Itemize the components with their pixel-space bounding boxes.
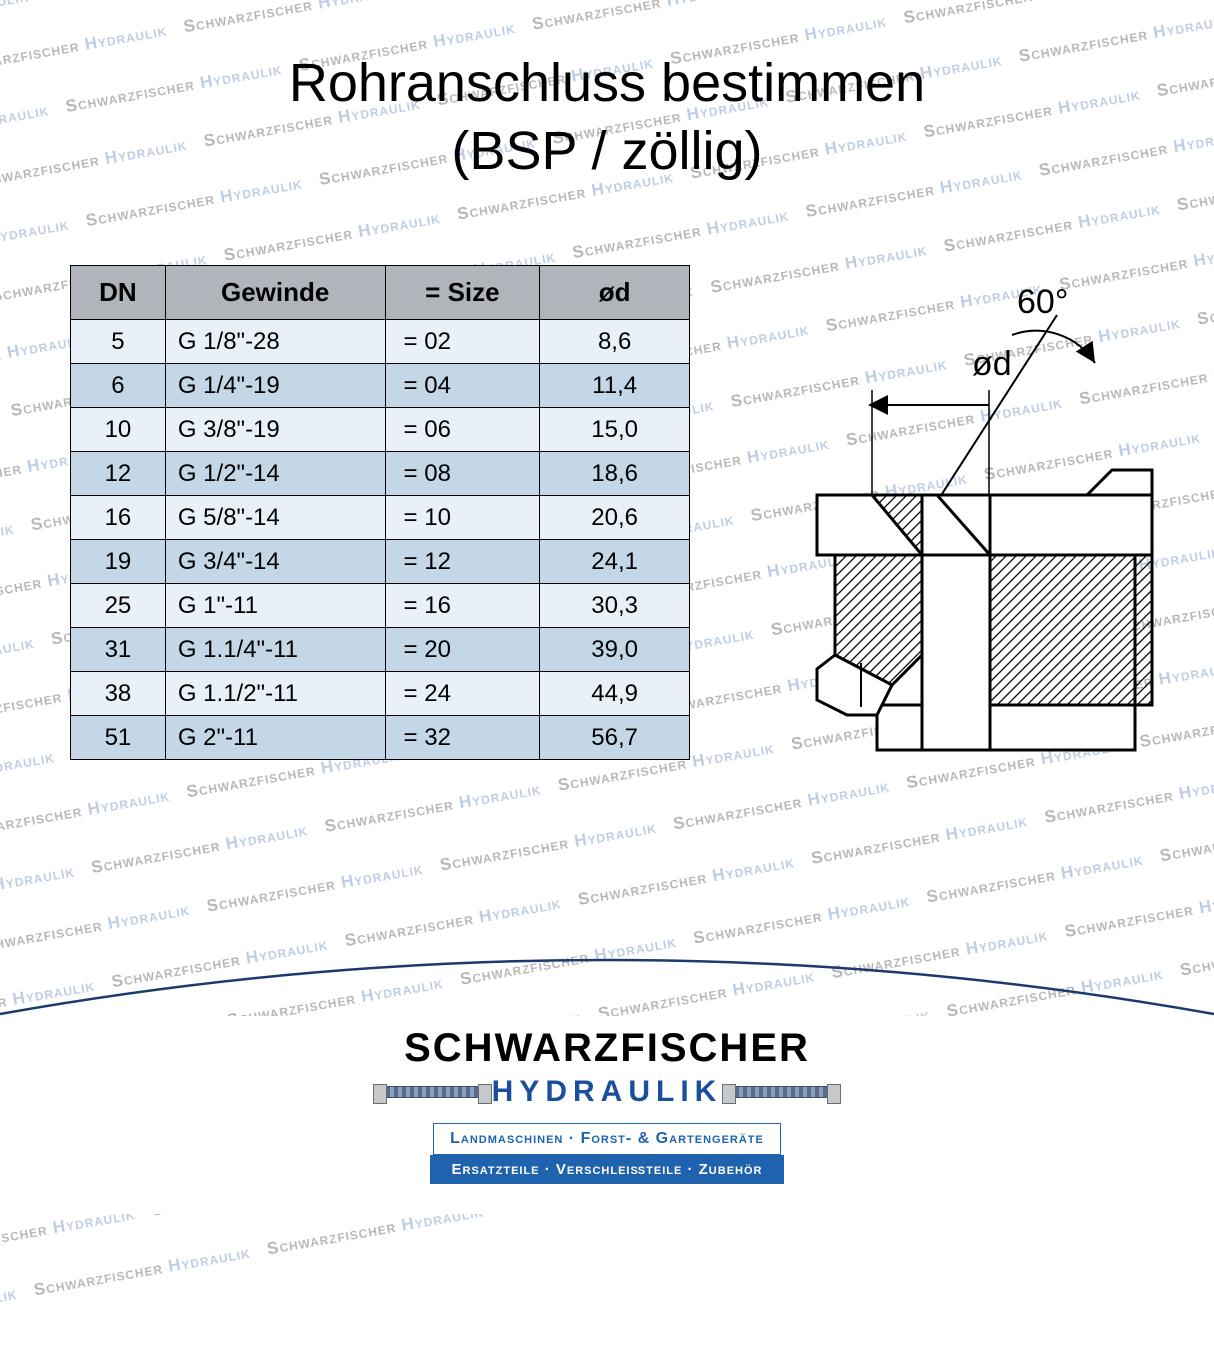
cell-dn: 12 [71, 452, 166, 496]
cell-size: = 08 [385, 452, 540, 496]
cell-gewinde: G 2"-11 [165, 716, 385, 760]
cell-gewinde: G 1/4"-19 [165, 364, 385, 408]
cell-dn: 25 [71, 584, 166, 628]
cell-gewinde: G 5/8"-14 [165, 496, 385, 540]
table-row: 19G 3/4"-14= 1224,1 [71, 540, 690, 584]
cell-gewinde: G 3/4"-14 [165, 540, 385, 584]
table-body: 5G 1/8"-28= 028,66G 1/4"-19= 0411,410G 3… [71, 320, 690, 760]
cell-od: 44,9 [540, 672, 690, 716]
brand-sub-text: HYDRAULIK [492, 1075, 723, 1109]
col-header-gewinde: Gewinde [165, 266, 385, 320]
cell-gewinde: G 1.1/4"-11 [165, 628, 385, 672]
cell-od: 20,6 [540, 496, 690, 540]
cell-size: = 12 [385, 540, 540, 584]
table-row: 31G 1.1/4"-11= 2039,0 [71, 628, 690, 672]
table-row: 10G 3/8"-19= 0615,0 [71, 408, 690, 452]
col-header-size: = Size [385, 266, 540, 320]
table-row: 25G 1"-11= 1630,3 [71, 584, 690, 628]
cell-size: = 10 [385, 496, 540, 540]
cell-od: 56,7 [540, 716, 690, 760]
diameter-label: ød [972, 345, 1012, 383]
hose-icon-left [385, 1086, 480, 1098]
cell-size: = 02 [385, 320, 540, 364]
cell-dn: 6 [71, 364, 166, 408]
cell-size: = 24 [385, 672, 540, 716]
cell-dn: 19 [71, 540, 166, 584]
cell-od: 24,1 [540, 540, 690, 584]
cell-gewinde: G 1"-11 [165, 584, 385, 628]
cell-gewinde: G 1.1/2"-11 [165, 672, 385, 716]
cell-dn: 51 [71, 716, 166, 760]
table-row: 6G 1/4"-19= 0411,4 [71, 364, 690, 408]
angle-label: 60° [1017, 283, 1068, 321]
cell-od: 30,3 [540, 584, 690, 628]
cell-od: 8,6 [540, 320, 690, 364]
brand-subtitle: HYDRAULIK [385, 1075, 830, 1109]
table-row: 51G 2"-11= 3256,7 [71, 716, 690, 760]
table-row: 12G 1/2"-14= 0818,6 [71, 452, 690, 496]
cell-dn: 16 [71, 496, 166, 540]
cell-dn: 10 [71, 408, 166, 452]
footer-tagline-2: Ersatzteile · Verschleißteile · Zubehör [430, 1155, 785, 1184]
cell-gewinde: G 1/2"-14 [165, 452, 385, 496]
cell-gewinde: G 3/8"-19 [165, 408, 385, 452]
footer: SCHWARZFISCHER HYDRAULIK Landmaschinen ·… [0, 946, 1214, 1214]
cell-size: = 04 [385, 364, 540, 408]
table-row: 16G 5/8"-14= 1020,6 [71, 496, 690, 540]
cell-dn: 38 [71, 672, 166, 716]
fitting-diagram: 60° ød [750, 265, 1164, 775]
cell-size: = 32 [385, 716, 540, 760]
cell-od: 39,0 [540, 628, 690, 672]
col-header-od: ød [540, 266, 690, 320]
hose-icon-right [734, 1086, 829, 1098]
sizing-table: DN Gewinde = Size ød 5G 1/8"-28= 028,66G… [70, 265, 690, 760]
title-line-2: (BSP / zöllig) [451, 121, 762, 181]
cell-size: = 20 [385, 628, 540, 672]
cell-od: 18,6 [540, 452, 690, 496]
table-row: 38G 1.1/2"-11= 2444,9 [71, 672, 690, 716]
col-header-dn: DN [71, 266, 166, 320]
cell-od: 15,0 [540, 408, 690, 452]
footer-arc [0, 946, 1214, 1016]
brand-name: SCHWARZFISCHER [0, 1026, 1214, 1071]
cell-gewinde: G 1/8"-28 [165, 320, 385, 364]
title-line-1: Rohranschluss bestimmen [289, 53, 925, 113]
cell-dn: 31 [71, 628, 166, 672]
page-title: Rohranschluss bestimmen (BSP / zöllig) [0, 0, 1214, 185]
cell-dn: 5 [71, 320, 166, 364]
cell-size: = 06 [385, 408, 540, 452]
table-row: 5G 1/8"-28= 028,6 [71, 320, 690, 364]
footer-tagline-1: Landmaschinen · Forst- & Gartengeräte [433, 1123, 781, 1155]
cell-size: = 16 [385, 584, 540, 628]
cell-od: 11,4 [540, 364, 690, 408]
